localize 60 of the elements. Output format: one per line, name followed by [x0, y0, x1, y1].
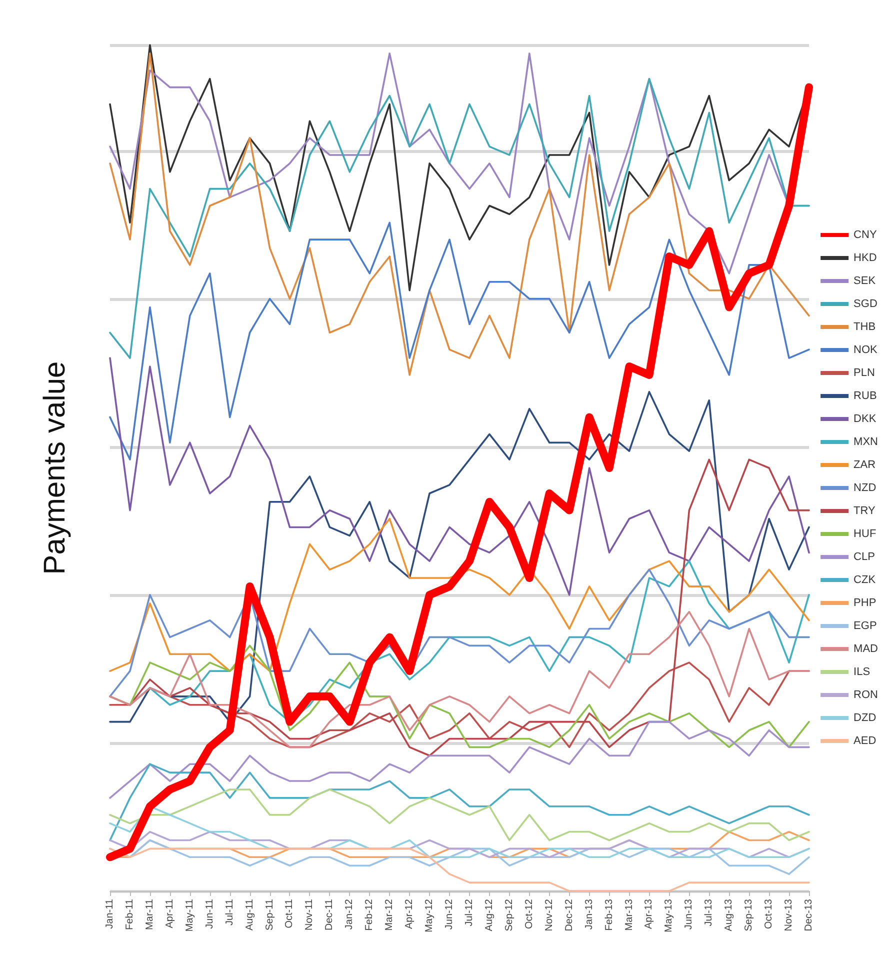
x-tick-label: Jul-13: [704, 898, 715, 926]
legend-label: PHP: [854, 597, 876, 609]
legend-label: SGD: [854, 298, 878, 310]
legend-label: RUB: [854, 390, 877, 402]
x-tick-label: Nov-12: [544, 898, 555, 932]
y-axis-title: Payments value: [38, 361, 72, 575]
x-tick-label: Jul-11: [224, 898, 236, 926]
legend-label: CNY: [854, 229, 878, 241]
x-tick-label: Jan-11: [104, 898, 116, 929]
legend-label: NZD: [854, 482, 876, 494]
x-tick-label: Nov-13: [784, 898, 795, 932]
legend-label: MAD: [854, 643, 878, 655]
legend-label: PLN: [854, 367, 876, 379]
x-tick-label: Mar-11: [144, 898, 156, 930]
legend-label: CZK: [854, 574, 876, 586]
legend-label: ZAR: [854, 459, 876, 471]
x-tick-label: Jun-13: [684, 898, 695, 930]
x-tick-label: Apr-13: [644, 898, 655, 930]
legend-label: HUF: [854, 528, 876, 540]
x-tick-label: Mar-12: [384, 898, 396, 931]
legend-label: SEK: [854, 275, 876, 287]
legend-label: TRY: [854, 505, 876, 517]
legend-label: CLP: [854, 551, 875, 563]
x-tick-label: Aug-11: [244, 898, 256, 931]
legend-label: RON: [854, 689, 878, 701]
legend-label: NOK: [854, 344, 878, 356]
x-tick-label: Apr-11: [164, 898, 176, 928]
x-tick-label: Aug-12: [484, 898, 495, 932]
x-tick-label: Aug-13: [724, 898, 735, 932]
x-tick-label: May-11: [184, 898, 196, 932]
x-tick-label: Jun-11: [204, 898, 216, 929]
x-tick-label: Feb-13: [604, 898, 615, 931]
legend-label: EGP: [854, 620, 877, 632]
x-tick-label: Sep-13: [744, 898, 755, 932]
x-tick-label: Nov-11: [304, 898, 316, 930]
x-tick-label: Jul-12: [464, 898, 475, 926]
x-tick-label: Oct-13: [764, 898, 775, 930]
legend-label: DKK: [854, 413, 877, 425]
x-tick-label: Mar-13: [624, 898, 635, 931]
legend-label: ILS: [854, 666, 870, 678]
legend-label: MXN: [854, 436, 878, 448]
x-tick-label: Jun-12: [444, 898, 456, 930]
x-tick-label: Oct-11: [284, 898, 296, 928]
legend-label: AED: [854, 735, 876, 747]
x-tick-label: Oct-12: [524, 898, 535, 930]
x-tick-label: Jan-12: [344, 898, 356, 930]
x-tick-label: Sep-12: [504, 898, 515, 932]
x-tick-label: Dec-11: [324, 898, 336, 930]
x-tick-label: May-12: [424, 898, 436, 932]
x-tick-label: Sep-11: [264, 898, 276, 931]
x-tick-label: May-13: [664, 898, 675, 932]
legend-label: DZD: [854, 712, 876, 724]
x-tick-label: Jan-13: [584, 898, 595, 930]
legend-label: HKD: [854, 252, 877, 264]
x-tick-label: Dec-12: [564, 898, 575, 932]
x-tick-label: Feb-12: [364, 898, 376, 931]
x-tick-label: Feb-11: [124, 898, 136, 930]
x-tick-label: Apr-12: [404, 898, 416, 930]
legend-label: THB: [854, 321, 876, 333]
x-tick-label: Dec-13: [804, 898, 814, 932]
